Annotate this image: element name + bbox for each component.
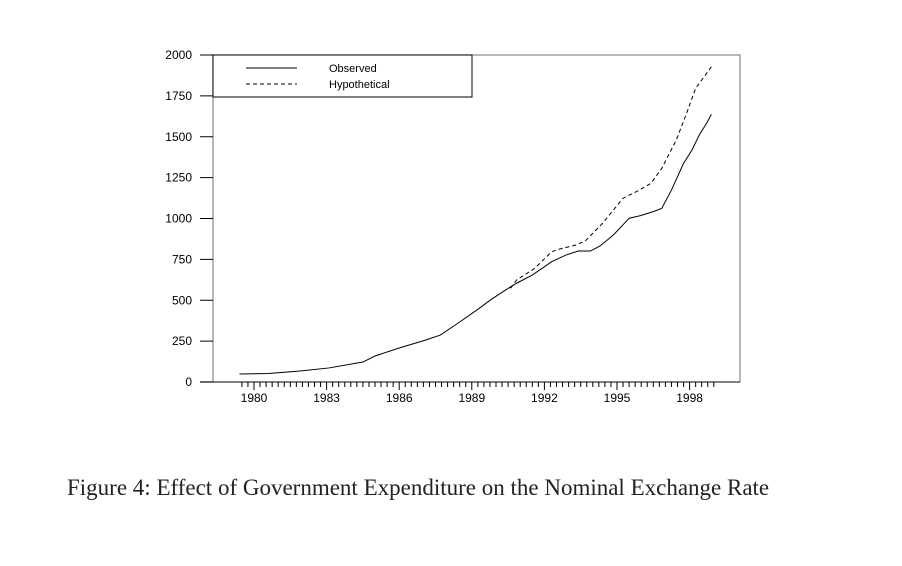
x-tick-label: 1998 (676, 391, 703, 405)
y-tick-label: 250 (172, 334, 192, 348)
x-tick-label: 1983 (313, 391, 340, 405)
y-tick-label: 2000 (165, 48, 192, 62)
series-line-observed (239, 114, 712, 375)
legend-box (212, 54, 473, 98)
x-tick-label: 1992 (531, 391, 558, 405)
y-tick-label: 1500 (165, 130, 192, 144)
y-tick-label: 1250 (165, 171, 192, 185)
x-tick-label: 1986 (386, 391, 413, 405)
x-tick-label: 1989 (458, 391, 485, 405)
y-tick-label: 0 (185, 375, 192, 389)
figure-caption: Figure 4: Effect of Government Expenditu… (67, 475, 770, 500)
x-tick-label: 1995 (604, 391, 631, 405)
y-tick-label: 1750 (165, 89, 192, 103)
plot-frame (212, 54, 741, 383)
y-tick-label: 1000 (165, 212, 192, 226)
x-tick-label: 1980 (241, 391, 268, 405)
series-line-hypothetical (510, 66, 712, 289)
legend-label-observed: Observed (329, 63, 377, 75)
legend-label-hypothetical: Hypothetical (329, 79, 390, 91)
y-tick-label: 750 (172, 252, 192, 266)
y-tick-label: 500 (172, 293, 192, 307)
